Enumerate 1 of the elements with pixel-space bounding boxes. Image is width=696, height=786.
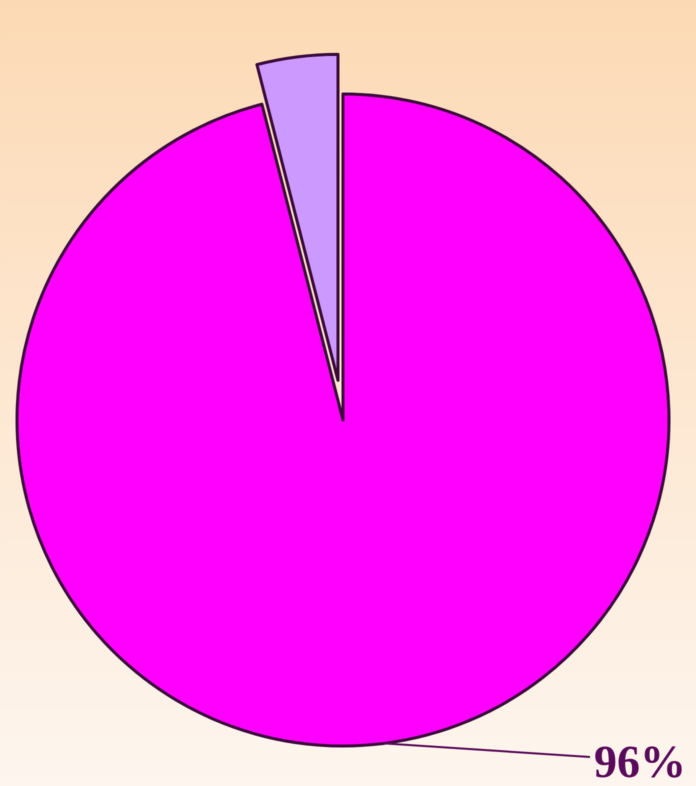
data-label: 96% — [594, 736, 686, 786]
